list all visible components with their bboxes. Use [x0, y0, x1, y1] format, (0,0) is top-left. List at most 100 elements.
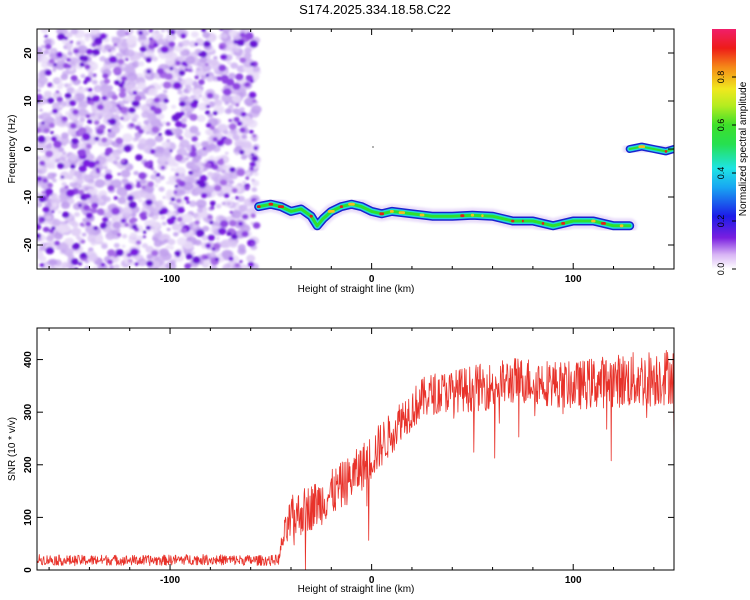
noise-blob-strong — [244, 82, 251, 88]
noise-blob-strong — [145, 57, 152, 63]
noise-blob-strong — [169, 149, 173, 153]
noise-blob — [91, 79, 98, 85]
noise-blob — [221, 169, 226, 174]
noise-blob-strong — [235, 196, 239, 200]
noise-blob-strong — [135, 154, 143, 161]
noise-blob-strong — [139, 46, 147, 53]
noise-blob-strong — [174, 184, 179, 188]
noise-blob — [60, 73, 68, 81]
noise-blob-strong — [249, 161, 257, 168]
noise-blob-strong — [113, 43, 118, 47]
noise-blob — [150, 174, 158, 180]
noise-blob-strong — [113, 196, 119, 200]
noise-blob — [101, 243, 108, 250]
noise-blob — [166, 34, 175, 42]
noise-blob — [64, 83, 70, 88]
noise-blob — [52, 178, 57, 183]
noise-blob — [43, 90, 52, 98]
noise-blob — [237, 244, 246, 251]
noise-blob — [75, 235, 81, 240]
noise-blob — [65, 42, 73, 49]
noise-blob — [67, 127, 77, 136]
noise-blob-strong — [93, 226, 99, 231]
noise-blob — [120, 41, 128, 47]
trace-peak — [268, 202, 274, 206]
noise-blob-strong — [238, 221, 243, 226]
noise-blob — [244, 52, 252, 59]
noise-blob-strong — [231, 233, 238, 240]
noise-blob-strong — [113, 66, 122, 75]
noise-blob — [209, 251, 216, 257]
noise-blob-strong — [73, 48, 80, 54]
trace-peak — [389, 210, 394, 213]
noise-blob-strong — [191, 146, 197, 152]
noise-blob-strong — [203, 255, 209, 260]
noise-blob — [131, 117, 138, 123]
noise-blob — [153, 152, 159, 157]
noise-blob — [232, 134, 240, 141]
noise-blob-strong — [37, 223, 42, 230]
noise-blob-strong — [131, 101, 136, 105]
noise-blob-strong — [229, 210, 233, 214]
noise-blob — [43, 38, 52, 46]
noise-blob — [127, 258, 133, 263]
noise-blob — [128, 33, 133, 38]
noise-blob — [169, 201, 173, 205]
noise-blob-strong — [188, 170, 194, 175]
noise-blob — [173, 66, 178, 71]
noise-blob — [239, 107, 245, 112]
y-tick-label: 10 — [23, 95, 34, 107]
noise-blob — [171, 104, 177, 109]
noise-blob-strong — [91, 95, 100, 103]
noise-blob-strong — [84, 64, 91, 70]
noise-blob-strong — [194, 220, 200, 225]
noise-blob-strong — [77, 189, 85, 195]
noise-blob — [109, 264, 114, 269]
noise-blob-strong — [232, 82, 241, 90]
noise-blob — [59, 136, 70, 146]
noise-blob-strong — [170, 197, 176, 202]
noise-blob — [166, 227, 171, 232]
figure-title: S174.2025.334.18.58.C22 — [299, 2, 451, 17]
noise-blob-strong — [175, 252, 181, 258]
noise-blob — [177, 193, 182, 197]
noise-blob-strong — [199, 50, 208, 58]
noise-blob — [64, 220, 69, 224]
noise-blob-strong — [164, 129, 173, 136]
noise-blob — [89, 29, 100, 35]
noise-blob-strong — [100, 262, 106, 267]
noise-blob-strong — [184, 68, 189, 72]
noise-blob-strong — [79, 62, 85, 67]
trace-peak — [511, 219, 515, 223]
noise-blob — [136, 121, 142, 127]
noise-blob-strong — [102, 73, 109, 79]
noise-blob — [100, 194, 107, 201]
noise-blob — [116, 29, 127, 38]
noise-blob-strong — [92, 48, 100, 56]
noise-blob-strong — [198, 181, 207, 188]
noise-blob-strong — [84, 193, 92, 199]
colorbar-tick-label: 0.4 — [716, 167, 726, 180]
noise-blob — [197, 207, 203, 213]
noise-blob — [39, 101, 44, 105]
noise-blob — [253, 171, 259, 177]
noise-blob — [43, 49, 50, 55]
noise-blob-strong — [249, 167, 254, 171]
noise-blob — [161, 121, 166, 125]
noise-blob — [57, 60, 62, 65]
noise-blob-strong — [192, 99, 199, 105]
noise-blob-strong — [158, 132, 162, 137]
noise-blob-strong — [128, 201, 137, 209]
noise-blob-strong — [135, 125, 141, 131]
noise-blob — [162, 196, 166, 199]
noise-blob — [250, 105, 262, 114]
noise-blob-strong — [181, 61, 187, 66]
noise-blob — [215, 236, 220, 241]
noise-blob-strong — [102, 216, 109, 223]
spectrogram-y-label: Frequency (Hz) — [7, 115, 18, 184]
noise-blob — [125, 49, 135, 57]
noise-blob-strong — [169, 66, 174, 71]
noise-blob-strong — [186, 200, 190, 204]
noise-blob-strong — [160, 46, 169, 54]
noise-blob-strong — [86, 96, 92, 101]
